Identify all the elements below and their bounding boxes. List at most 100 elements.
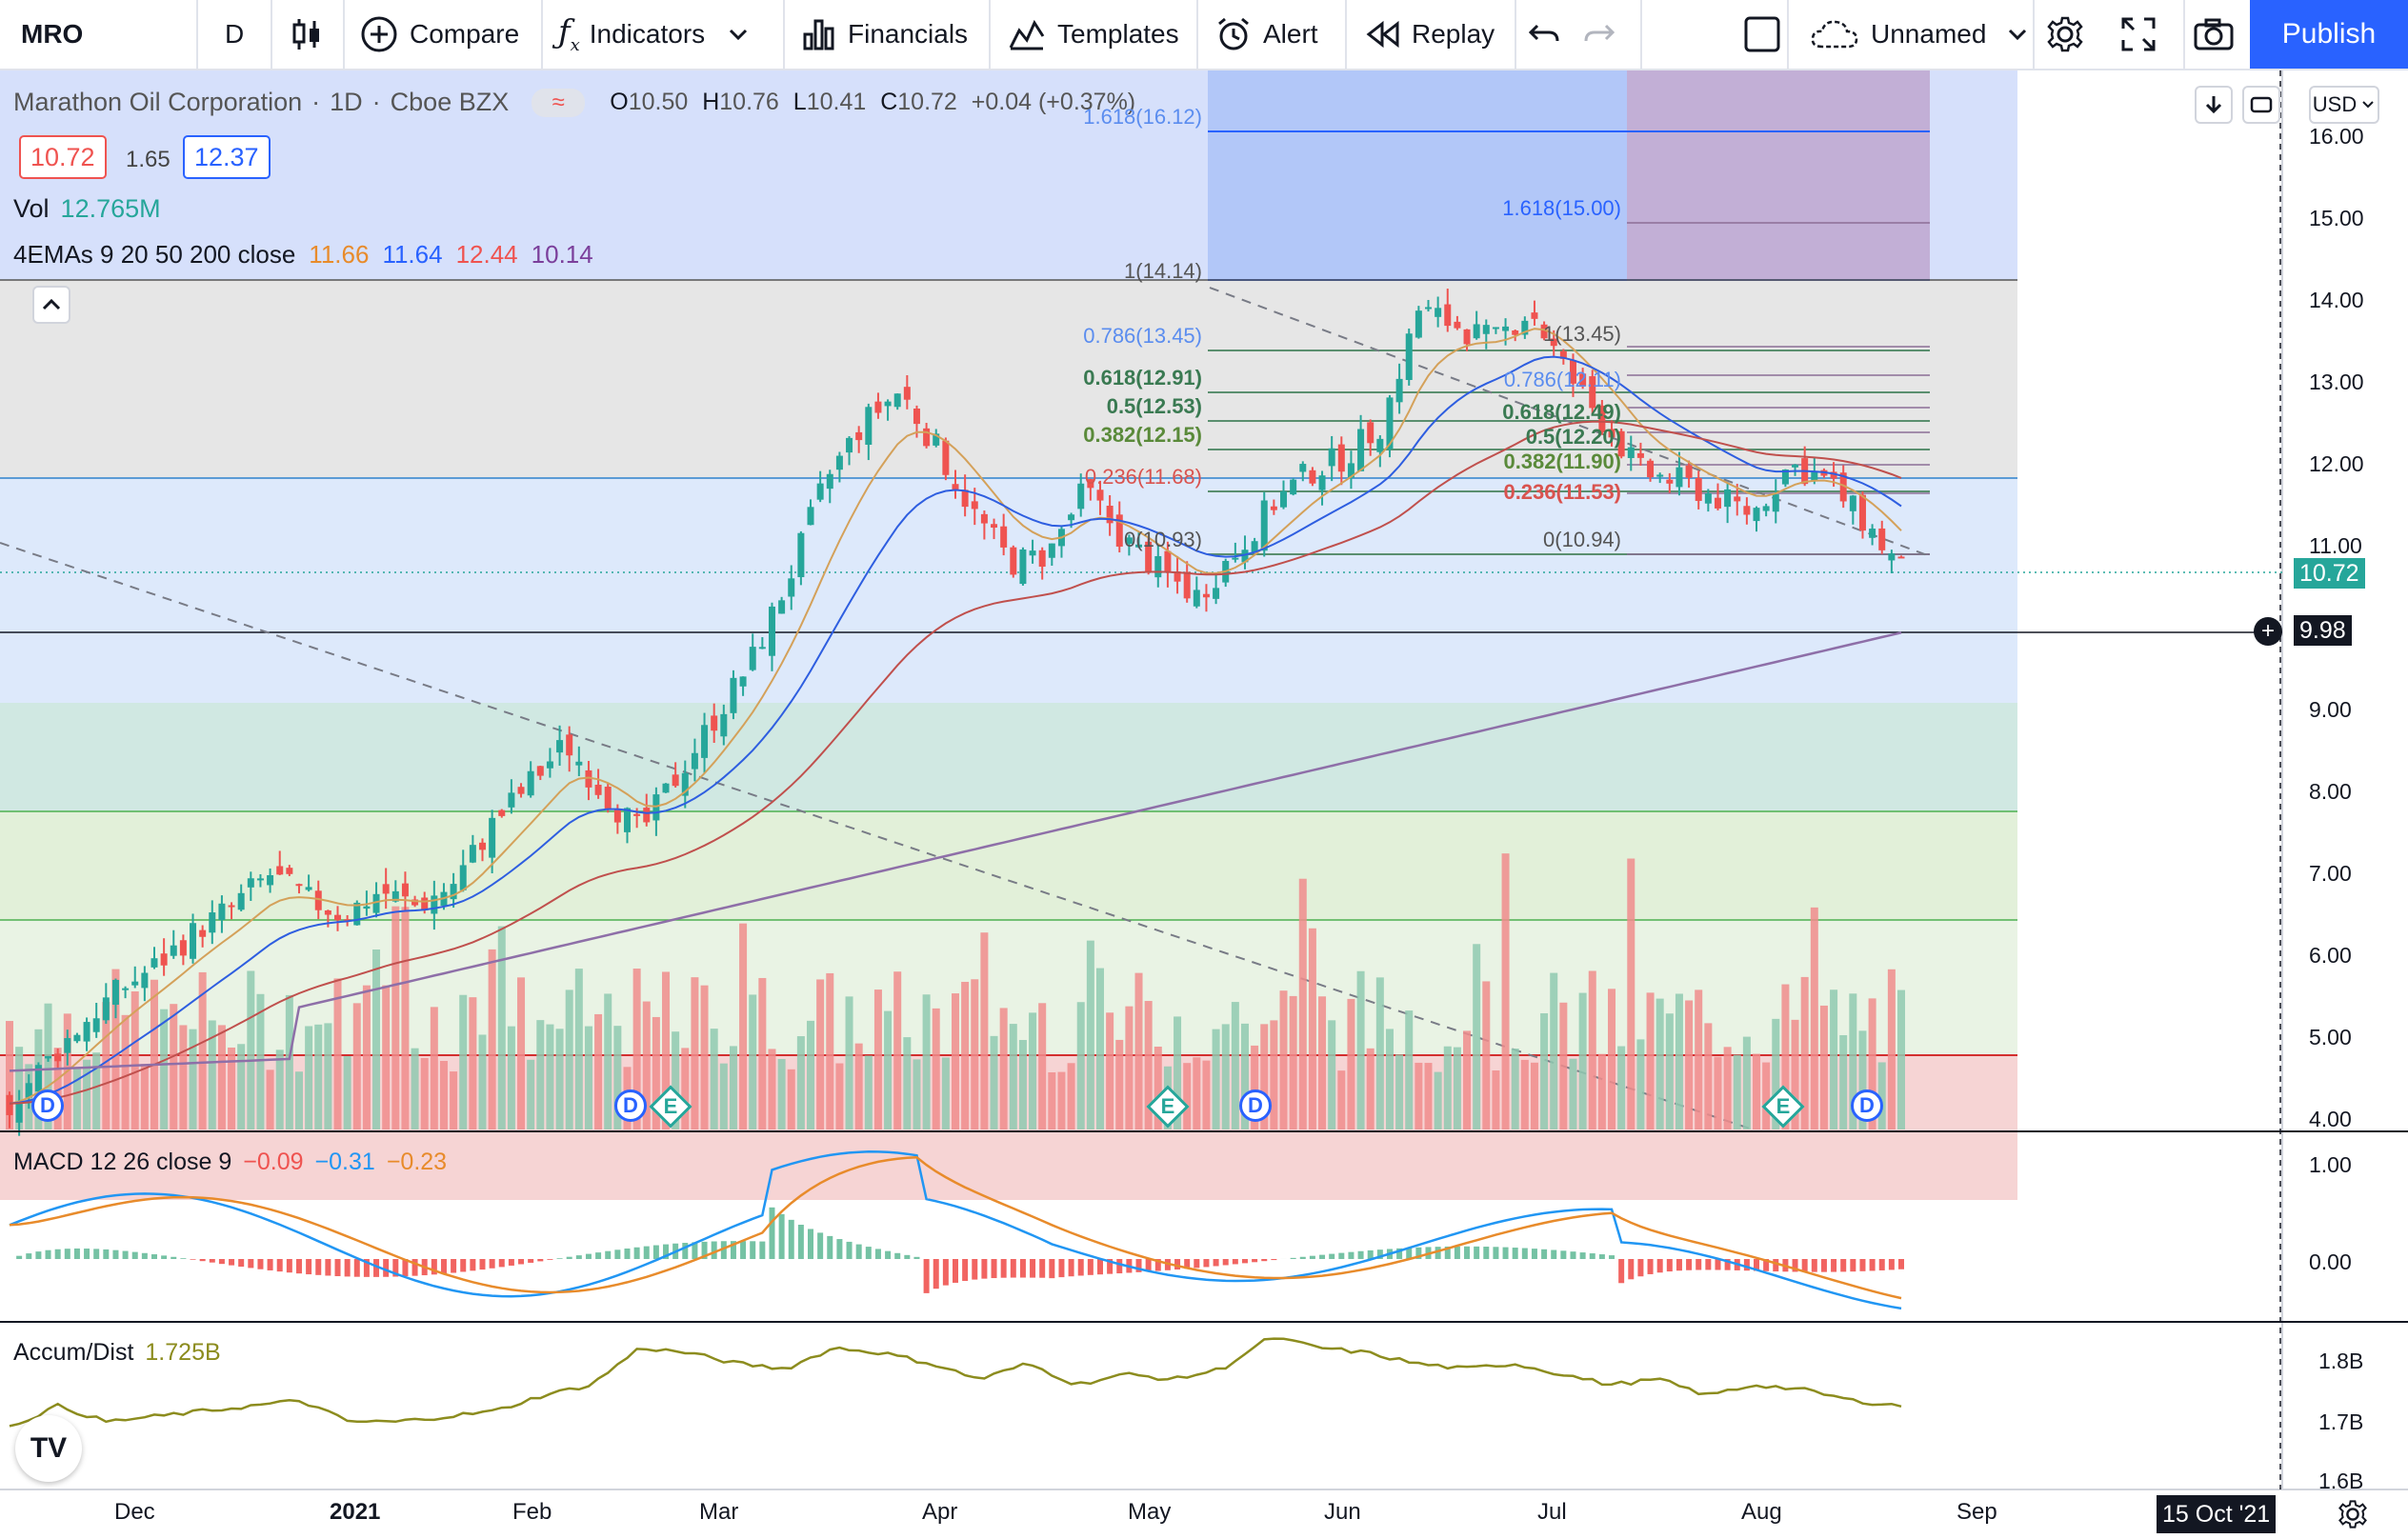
dividend-marker[interactable]: D — [1851, 1089, 1883, 1122]
dividend-marker[interactable]: D — [31, 1089, 64, 1122]
indicators-button[interactable]: ƒx Indicators — [558, 0, 762, 69]
legend-toggle-icon[interactable]: ≈ — [532, 88, 586, 117]
tradingview-logo[interactable]: TV — [15, 1415, 82, 1482]
macd-hist-bar — [1570, 1251, 1576, 1259]
macd-hist-bar — [383, 1259, 390, 1277]
redo-button[interactable] — [1583, 0, 1627, 69]
candle-body — [1550, 338, 1557, 347]
volume-bar — [228, 1047, 236, 1129]
candle-body — [1328, 448, 1335, 467]
volume-bar — [1318, 996, 1327, 1129]
candle-body — [411, 899, 419, 906]
macd-hist-bar — [1030, 1259, 1036, 1278]
fullscreen-toggle-button[interactable] — [1743, 0, 1793, 69]
candle-body — [1048, 543, 1055, 558]
dividend-marker[interactable]: D — [1239, 1089, 1272, 1122]
volume-bar — [1627, 858, 1635, 1129]
volume-bar — [1405, 1010, 1414, 1129]
candle-body — [1106, 506, 1114, 524]
candle-body — [1145, 541, 1153, 573]
templates-button[interactable]: Templates — [1008, 0, 1179, 69]
macd-hist-bar — [1290, 1257, 1296, 1259]
volume-bar — [1048, 1071, 1056, 1129]
alert-label: Alert — [1263, 19, 1318, 49]
ema-legend: 4EMAs 9 20 50 200 close 11.66 11.64 12.4… — [13, 240, 593, 269]
volume-bar — [382, 985, 391, 1129]
macd-hist-bar — [1329, 1253, 1335, 1259]
interval-button[interactable]: D — [225, 0, 244, 69]
volume-bar — [459, 994, 468, 1129]
macd-hist-bar — [614, 1249, 621, 1259]
macd-hist-bar — [286, 1259, 292, 1273]
ad-legend: Accum/Dist 1.725B — [13, 1339, 221, 1366]
macd-hist-bar — [1754, 1259, 1760, 1271]
volume-bar — [1868, 998, 1876, 1129]
collapse-legend-button[interactable] — [32, 286, 70, 324]
ask-price-pill[interactable]: 12.37 — [183, 135, 271, 179]
chart-area[interactable]: Marathon Oil Corporation · 1D · Cboe BZX… — [0, 70, 2408, 1539]
volume-bar — [420, 1057, 429, 1129]
currency-select[interactable]: USD — [2309, 86, 2379, 124]
candle-body — [1888, 553, 1896, 561]
financials-button[interactable]: Financials — [802, 0, 968, 69]
candle-body — [1347, 463, 1354, 478]
alert-button[interactable]: Alert — [1215, 0, 1318, 69]
undo-button[interactable] — [1528, 0, 1572, 69]
snapshot-button[interactable] — [2193, 0, 2246, 69]
volume-bar — [1231, 1002, 1239, 1129]
macd-hist-bar — [218, 1259, 225, 1265]
symbol-search[interactable]: MRO — [21, 0, 83, 69]
candle-body — [613, 809, 621, 823]
candle-body — [816, 483, 824, 500]
macd-hist-bar — [1773, 1259, 1779, 1272]
volume-bar — [796, 1036, 805, 1129]
volume-bar — [430, 1007, 438, 1129]
compare-label: Compare — [410, 19, 520, 49]
macd-hist-bar — [962, 1259, 969, 1281]
candle-body — [1492, 327, 1499, 330]
candle-body — [1666, 479, 1674, 484]
macd-hist-bar — [1888, 1259, 1895, 1270]
macd-hist-bar — [1811, 1259, 1817, 1272]
price-tick-label: 8.00 — [2309, 779, 2352, 804]
candle-body — [1425, 307, 1432, 310]
scroll-down-button[interactable] — [2195, 86, 2233, 124]
fib-label-right: 0.5(12.20) — [1525, 425, 1621, 449]
fullscreen-button[interactable] — [2120, 0, 2168, 69]
dividend-marker[interactable]: D — [614, 1089, 647, 1122]
settings-button[interactable] — [2046, 0, 2096, 69]
layout-menu-button[interactable]: Unnamed — [1810, 0, 2041, 69]
volume-bar — [179, 1025, 188, 1129]
candle-body — [633, 813, 641, 816]
auto-scale-button[interactable] — [2242, 86, 2280, 124]
candle-body — [459, 865, 467, 890]
macd-hist-bar — [1763, 1259, 1770, 1271]
volume-bar — [807, 1020, 815, 1129]
fx-icon: ƒx — [558, 13, 580, 55]
chart-canvas[interactable] — [0, 70, 2408, 1539]
publish-button[interactable]: Publish — [2250, 0, 2408, 69]
gear-icon — [2047, 16, 2083, 52]
spread-value: 1.65 — [126, 147, 171, 172]
macd-hist-bar — [470, 1259, 476, 1271]
volume-bar — [1849, 993, 1857, 1129]
macd-hist-bar — [605, 1250, 612, 1259]
volume-bar — [565, 989, 573, 1129]
volume-bar — [198, 971, 207, 1129]
volume-bar — [758, 977, 767, 1129]
chart-type-button[interactable] — [290, 0, 335, 69]
settings-gear-bottom[interactable] — [2334, 1495, 2372, 1533]
tv-logo-icon: TV — [30, 1432, 68, 1464]
bid-price-pill[interactable]: 10.72 — [19, 135, 107, 179]
macd-hist-bar — [1319, 1254, 1326, 1259]
volume-bar — [1337, 1070, 1346, 1129]
compare-button[interactable]: Compare — [360, 0, 519, 69]
volume-bar — [613, 1026, 622, 1129]
replay-button[interactable]: Replay — [1366, 0, 1495, 69]
macd-hist-bar — [788, 1219, 794, 1259]
volume-bar — [160, 1009, 169, 1129]
volume-bar — [439, 1061, 448, 1129]
add-alert-button[interactable]: + — [2254, 617, 2282, 646]
macd-hist-bar — [1715, 1259, 1721, 1270]
volume-bar — [681, 1048, 690, 1129]
